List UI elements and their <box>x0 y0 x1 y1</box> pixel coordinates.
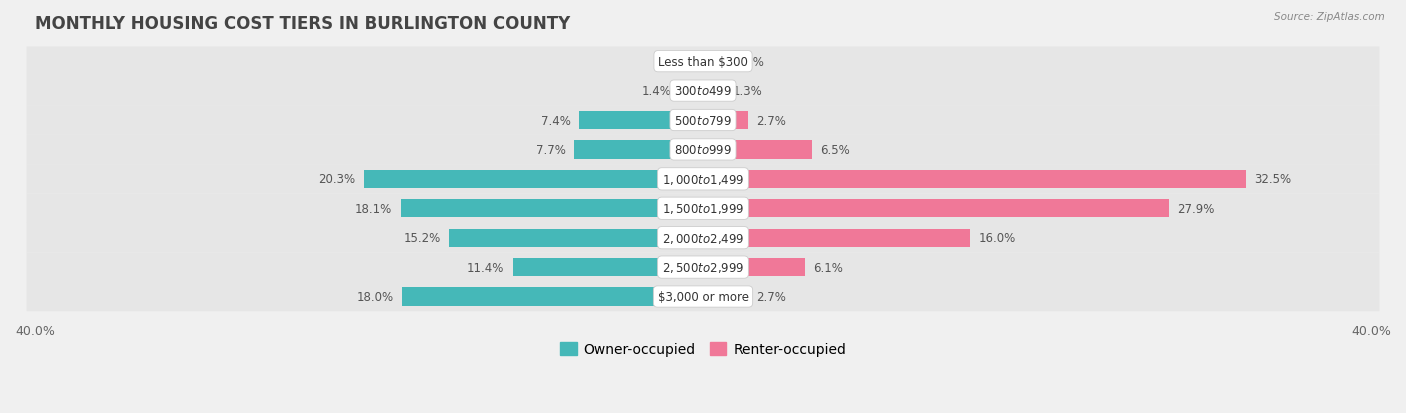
Text: 18.0%: 18.0% <box>357 290 394 303</box>
Bar <box>703 288 748 306</box>
FancyBboxPatch shape <box>27 106 1379 135</box>
Legend: Owner-occupied, Renter-occupied: Owner-occupied, Renter-occupied <box>554 337 852 362</box>
Bar <box>402 288 703 306</box>
FancyBboxPatch shape <box>27 135 1379 165</box>
Text: 15.2%: 15.2% <box>404 232 441 244</box>
Bar <box>449 229 703 247</box>
Text: 16.0%: 16.0% <box>979 232 1015 244</box>
Text: $1,000 to $1,499: $1,000 to $1,499 <box>662 173 744 186</box>
Text: 6.1%: 6.1% <box>813 261 844 274</box>
FancyBboxPatch shape <box>27 194 1379 223</box>
Bar <box>364 170 703 188</box>
Bar <box>703 112 748 130</box>
Text: 11.4%: 11.4% <box>467 261 505 274</box>
Bar <box>703 170 1246 188</box>
Text: 7.4%: 7.4% <box>541 114 571 127</box>
Text: 7.7%: 7.7% <box>536 144 567 157</box>
Text: $500 to $799: $500 to $799 <box>673 114 733 127</box>
Text: 2.7%: 2.7% <box>756 114 786 127</box>
Bar <box>703 199 1168 218</box>
Bar <box>703 259 804 277</box>
Bar <box>695 53 703 71</box>
Text: $800 to $999: $800 to $999 <box>673 144 733 157</box>
Text: $2,500 to $2,999: $2,500 to $2,999 <box>662 261 744 274</box>
Bar <box>703 141 811 159</box>
Bar <box>579 112 703 130</box>
Text: 1.3%: 1.3% <box>733 85 763 98</box>
Text: 32.5%: 32.5% <box>1254 173 1291 186</box>
Text: 1.4%: 1.4% <box>641 85 671 98</box>
Text: Source: ZipAtlas.com: Source: ZipAtlas.com <box>1274 12 1385 22</box>
FancyBboxPatch shape <box>27 165 1379 194</box>
Text: $300 to $499: $300 to $499 <box>673 85 733 98</box>
Bar <box>703 53 727 71</box>
Text: 2.7%: 2.7% <box>756 290 786 303</box>
Bar <box>703 82 724 100</box>
FancyBboxPatch shape <box>27 253 1379 282</box>
Text: 27.9%: 27.9% <box>1177 202 1215 215</box>
Text: Less than $300: Less than $300 <box>658 55 748 69</box>
Bar <box>703 229 970 247</box>
FancyBboxPatch shape <box>27 47 1379 77</box>
Text: 20.3%: 20.3% <box>319 173 356 186</box>
Text: 0.5%: 0.5% <box>657 55 686 69</box>
Text: 18.1%: 18.1% <box>356 202 392 215</box>
Bar <box>679 82 703 100</box>
Text: $3,000 or more: $3,000 or more <box>658 290 748 303</box>
FancyBboxPatch shape <box>27 282 1379 311</box>
Bar <box>401 199 703 218</box>
Text: $1,500 to $1,999: $1,500 to $1,999 <box>662 202 744 216</box>
Text: MONTHLY HOUSING COST TIERS IN BURLINGTON COUNTY: MONTHLY HOUSING COST TIERS IN BURLINGTON… <box>35 15 571 33</box>
Bar <box>575 141 703 159</box>
Text: 1.4%: 1.4% <box>735 55 765 69</box>
FancyBboxPatch shape <box>27 77 1379 106</box>
Bar <box>513 259 703 277</box>
Text: 6.5%: 6.5% <box>820 144 849 157</box>
Text: $2,000 to $2,499: $2,000 to $2,499 <box>662 231 744 245</box>
FancyBboxPatch shape <box>27 223 1379 253</box>
